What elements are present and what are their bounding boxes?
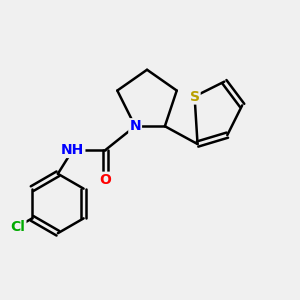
Text: S: S: [190, 89, 200, 103]
Text: Cl: Cl: [11, 220, 26, 233]
Text: NH: NH: [61, 143, 84, 157]
Text: O: O: [100, 173, 111, 187]
Text: N: N: [129, 119, 141, 133]
